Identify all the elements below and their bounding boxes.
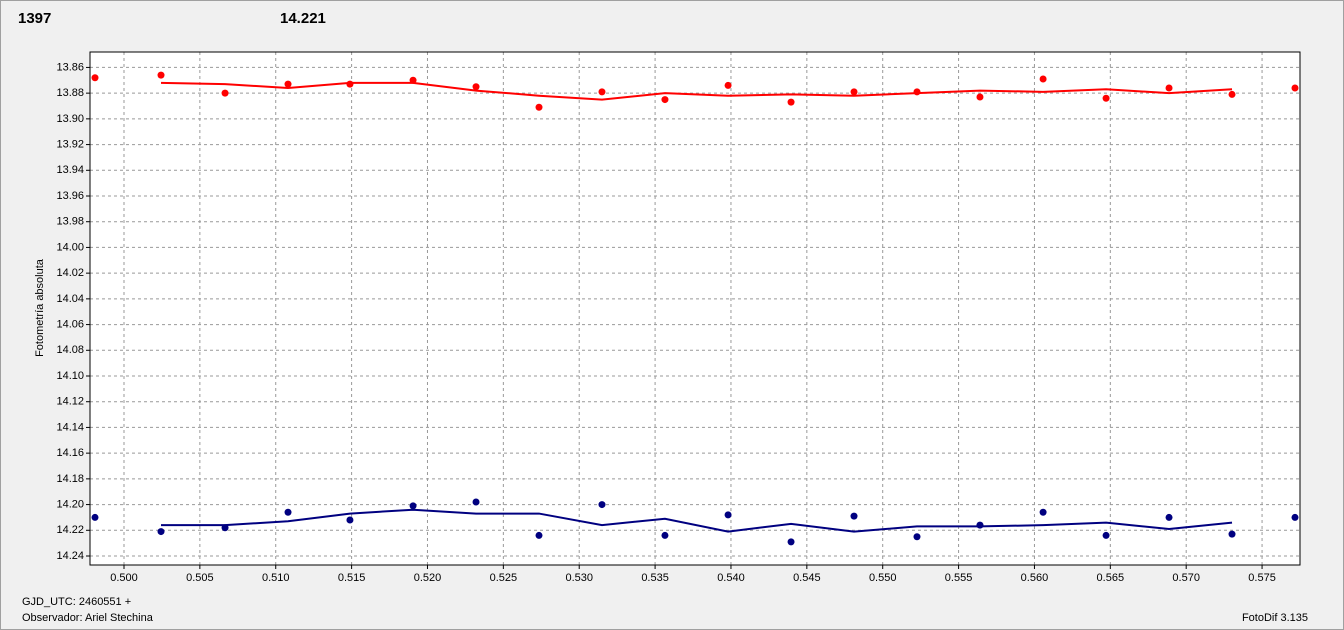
data-point [661,531,669,539]
x-tick-label: 0.535 [641,572,669,584]
data-point [661,96,669,104]
y-tick-label: 14.24 [56,550,84,562]
data-point [221,89,229,97]
data-point [346,80,354,88]
x-tick-label: 0.520 [414,572,442,584]
y-tick-label: 13.90 [56,113,84,125]
x-tick-label: 0.515 [338,572,366,584]
data-point [157,71,165,79]
plot-area [90,52,1300,565]
x-tick-label: 0.540 [717,572,745,584]
y-tick-label: 13.86 [56,61,84,73]
y-tick-label: 14.04 [56,293,84,305]
x-tick-label: 0.550 [869,572,897,584]
x-tick-label: 0.505 [186,572,214,584]
data-point [1039,75,1047,83]
data-point [472,83,480,91]
y-tick-label: 13.96 [56,190,84,202]
data-point [1291,513,1299,521]
software: FotoDif 3.135 [1242,612,1308,624]
y-tick-label: 14.14 [56,421,84,433]
data-point [724,511,732,519]
data-point [535,103,543,111]
y-tick-label: 13.98 [56,216,84,228]
observer: Observador: Ariel Stechina [22,612,154,624]
y-tick-label: 13.94 [56,164,84,176]
data-point [1228,90,1236,98]
data-point [284,80,292,88]
x-tick-label: 0.500 [110,572,138,584]
y-tick-label: 14.06 [56,318,84,330]
y-tick-label: 14.00 [56,241,84,253]
data-point [409,76,417,84]
data-point [787,98,795,106]
data-point [91,513,99,521]
data-point [787,538,795,546]
data-point [535,531,543,539]
y-tick-label: 14.16 [56,447,84,459]
x-tick-label: 0.510 [262,572,290,584]
data-point [850,88,858,96]
x-tick-label: 0.555 [945,572,973,584]
data-point [409,502,417,510]
data-point [1102,531,1110,539]
trend-line [161,508,1233,533]
data-point [91,74,99,82]
data-point [850,512,858,520]
data-point [1039,508,1047,516]
x-tick-label: 0.565 [1097,572,1125,584]
data-point [346,516,354,524]
y-tick-label: 13.88 [56,87,84,99]
x-axis-label: GJD_UTC: 2460551 + [22,596,131,608]
y-tick-label: 14.10 [56,370,84,382]
data-point [913,88,921,96]
data-point [1228,530,1236,538]
data-point [1102,94,1110,102]
data-point [284,508,292,516]
trend-line [160,81,1233,101]
x-tick-label: 0.575 [1248,572,1276,584]
x-tick-label: 0.530 [565,572,593,584]
data-point [913,533,921,541]
legend-entry: 14.221 [280,10,326,27]
y-tick-label: 14.22 [56,524,84,536]
data-point [1165,84,1173,92]
data-point [157,528,165,536]
data-point [1291,84,1299,92]
x-tick-label: 0.570 [1172,572,1200,584]
plot-border [89,51,1301,566]
x-tick-label: 0.560 [1021,572,1049,584]
y-tick-label: 14.18 [56,473,84,485]
x-tick-label: 0.525 [490,572,518,584]
y-tick-label: 14.08 [56,344,84,356]
y-tick-label: 14.20 [56,498,84,510]
data-point [724,81,732,89]
data-point [1165,513,1173,521]
y-tick-label: 13.92 [56,138,84,150]
x-tick-label: 0.545 [793,572,821,584]
data-point [976,521,984,529]
data-point [221,524,229,532]
data-point [976,93,984,101]
data-point [472,498,480,506]
y-axis-label: Fotometría absoluta [34,258,46,357]
legend-entry: 1397 [18,10,51,27]
y-tick-label: 14.02 [56,267,84,279]
y-tick-label: 14.12 [56,396,84,408]
data-point [598,501,606,509]
data-point [598,88,606,96]
